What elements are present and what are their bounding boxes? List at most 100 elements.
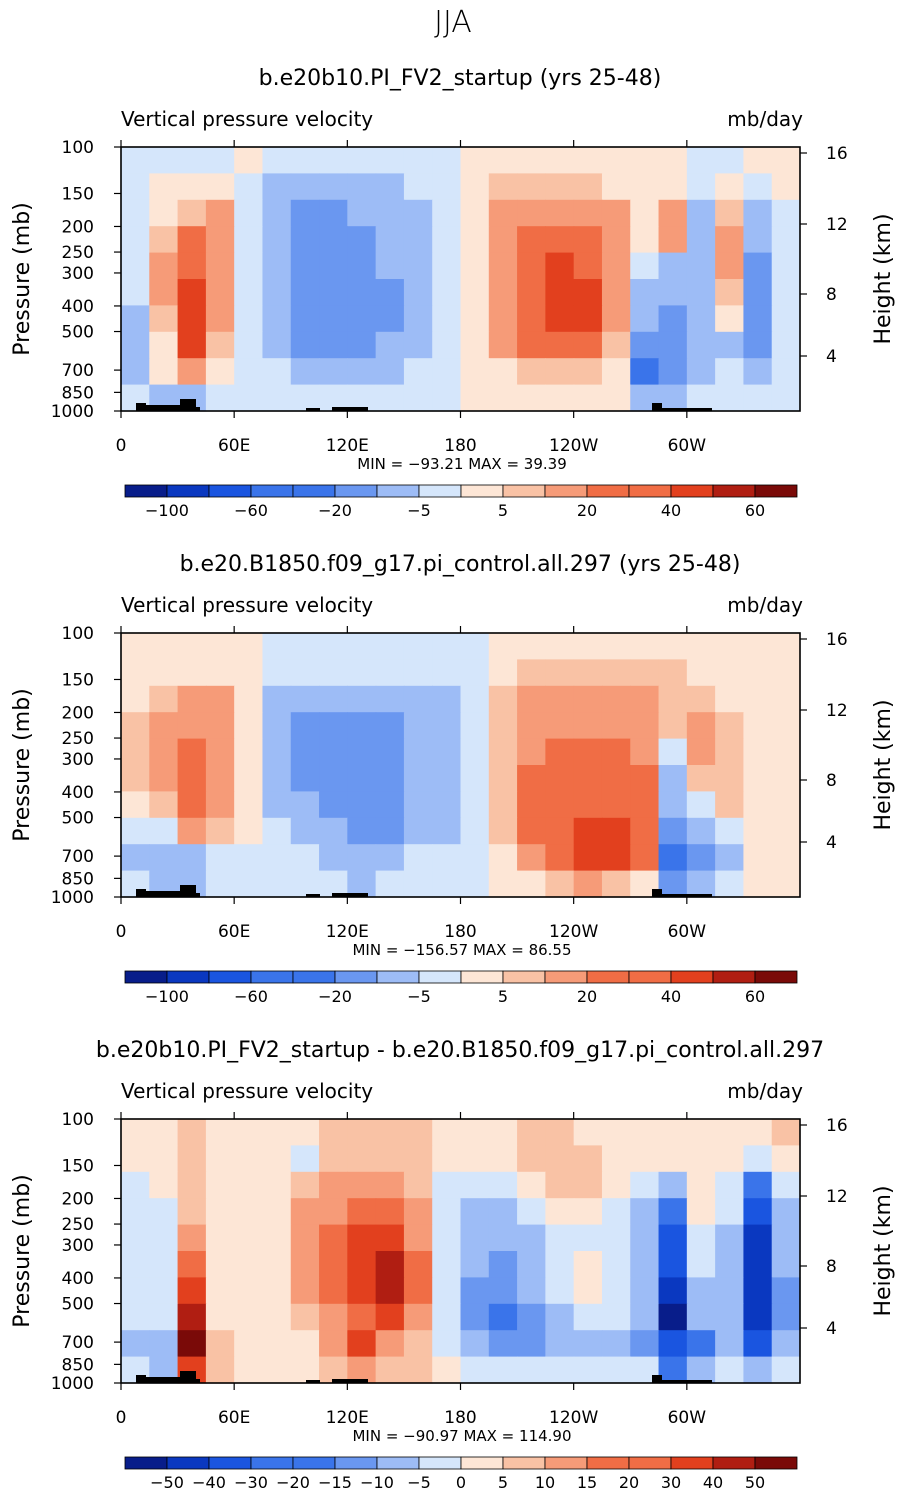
field-cell xyxy=(403,331,433,359)
field-cell xyxy=(630,659,660,687)
colorbar-label: −5 xyxy=(407,1473,431,1492)
y2-tick-label: 16 xyxy=(826,1116,848,1136)
field-cell xyxy=(715,1330,745,1358)
field-cell xyxy=(686,817,716,845)
colorbar-label: 60 xyxy=(745,987,765,1006)
y-tick-label: 1000 xyxy=(51,888,94,908)
field-cell xyxy=(715,791,745,819)
field-cell xyxy=(234,633,264,660)
field-cell xyxy=(517,1198,546,1226)
field-cell xyxy=(488,1198,518,1226)
field-cell xyxy=(460,817,490,845)
field-cell xyxy=(205,358,235,386)
y-tick-label: 700 xyxy=(62,847,94,867)
field-cell xyxy=(432,870,462,898)
field-cell xyxy=(517,1171,546,1199)
field-cell xyxy=(488,1224,518,1252)
field-cell xyxy=(234,226,264,254)
y2-tick-label: 4 xyxy=(826,347,837,367)
field-cell xyxy=(347,199,377,227)
x-tick-label: 120W xyxy=(549,922,598,942)
field-cell xyxy=(545,659,575,687)
colorbar-swatch xyxy=(544,970,588,984)
field-cell xyxy=(715,252,745,280)
field-cell xyxy=(121,712,150,740)
field-cell xyxy=(460,1198,490,1226)
colorbar-swatch xyxy=(250,1456,294,1470)
field-cell xyxy=(743,173,773,201)
field-cell xyxy=(375,685,405,713)
field-cell xyxy=(403,358,433,386)
field-cell xyxy=(715,712,745,740)
field-cell xyxy=(460,1277,490,1305)
field-cell xyxy=(375,1303,405,1331)
topography xyxy=(180,885,196,897)
field-cell xyxy=(403,1303,433,1331)
field-cell xyxy=(460,358,490,386)
field-cell xyxy=(517,384,546,412)
field-cell xyxy=(290,1330,320,1358)
field-cell xyxy=(177,1251,207,1278)
field-cell xyxy=(234,738,264,766)
field-cell xyxy=(630,1224,660,1252)
field-cell xyxy=(743,765,773,792)
field-cell xyxy=(658,817,688,845)
field-cell xyxy=(573,1277,603,1305)
colorbar-label: 40 xyxy=(661,987,681,1006)
y2-tick-label: 16 xyxy=(826,630,848,650)
field-cell xyxy=(403,817,433,845)
field-cell xyxy=(403,173,433,201)
topography xyxy=(136,403,146,411)
units-label: mb/day xyxy=(727,107,803,131)
field-cell xyxy=(205,1224,235,1252)
x-tick-label: 60E xyxy=(218,1408,250,1428)
variable-label: Vertical pressure velocity xyxy=(121,107,373,131)
field-cell xyxy=(460,1330,490,1358)
field-cell xyxy=(347,173,377,201)
colorbar-swatch xyxy=(712,970,756,984)
field-cell xyxy=(347,844,377,872)
field-cell xyxy=(347,685,377,713)
y2-tick-label: 4 xyxy=(826,1319,837,1339)
field-cell xyxy=(573,1303,603,1331)
colorbar-label: −10 xyxy=(360,1473,394,1492)
field-cell xyxy=(658,1224,688,1252)
field-cell xyxy=(460,844,490,872)
field-cell xyxy=(432,173,462,201)
field-cell xyxy=(686,305,716,333)
field-cell xyxy=(177,1171,207,1199)
field-cell xyxy=(601,1145,631,1173)
colorbar-swatch xyxy=(460,484,504,498)
field-cell xyxy=(319,358,348,386)
topography xyxy=(146,405,180,411)
colorbar-swatch xyxy=(292,484,336,498)
field-cell xyxy=(375,817,405,845)
field-cell xyxy=(262,791,292,819)
field-cell xyxy=(630,279,660,306)
field-cell xyxy=(347,765,377,792)
field-cell xyxy=(545,817,575,845)
field-cell xyxy=(658,1171,688,1199)
field-cell xyxy=(347,1119,377,1146)
field-cell xyxy=(347,358,377,386)
field-cell xyxy=(658,870,688,898)
field-cell xyxy=(771,358,801,386)
field-cell xyxy=(403,147,433,174)
field-cell xyxy=(460,1356,490,1384)
contour-field xyxy=(121,633,801,898)
field-cell xyxy=(771,147,801,174)
field-cell xyxy=(205,1145,235,1173)
field-cell xyxy=(290,685,320,713)
field-cell xyxy=(121,199,150,227)
field-cell xyxy=(205,1171,235,1199)
field-cell xyxy=(573,844,603,872)
field-cell xyxy=(234,331,264,359)
colorbar-label: −5 xyxy=(407,501,431,520)
field-cell xyxy=(177,817,207,845)
field-cell xyxy=(715,738,745,766)
field-cell xyxy=(743,1277,773,1305)
panel-3: b.e20b10.PI_FV2_startup - b.e20.B1850.f0… xyxy=(10,1038,896,1492)
field-cell xyxy=(573,1198,603,1226)
colorbar-label: −30 xyxy=(234,1473,268,1492)
topography xyxy=(662,408,712,411)
